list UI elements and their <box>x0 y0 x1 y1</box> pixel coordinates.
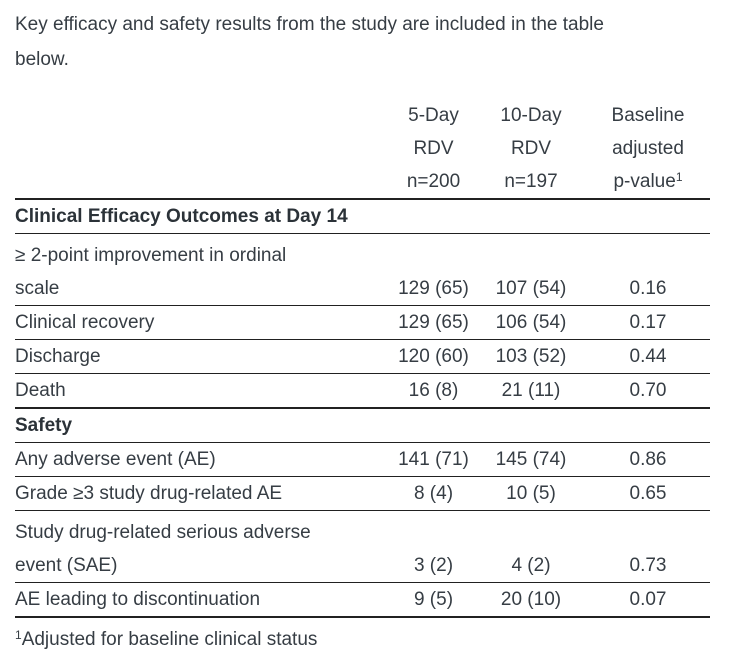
cell-value: 4 (2) <box>476 510 586 583</box>
cell-value: 106 (54) <box>476 305 586 340</box>
col-header-line: RDV <box>510 138 552 159</box>
footnote-marker-sup: 1 <box>15 628 22 642</box>
table-row: Any adverse event (AE) 141 (71) 145 (74) 0.… <box>15 442 710 477</box>
row-label: Death <box>15 373 391 409</box>
cell-value: 16 (8) <box>391 373 476 409</box>
col-header-line: n=197 <box>504 171 558 192</box>
table-row: Study drug-related serious adverse event… <box>15 510 710 583</box>
cell-value: 10 (5) <box>476 476 586 511</box>
row-label: Discharge <box>15 339 391 374</box>
cell-value: 0.16 <box>586 233 710 306</box>
section-header: Safety <box>15 408 710 443</box>
col-header-line: RDV <box>413 138 454 159</box>
pvalue-label: p-value <box>613 171 676 192</box>
cell-value: 129 (65) <box>391 305 476 340</box>
col-header-line: adjusted <box>612 138 684 159</box>
col-header-5day-rdv: 5-Day RDV n=200 <box>391 99 476 200</box>
col-header-empty <box>15 99 391 200</box>
table-row: Grade ≥3 study drug-related AE 8 (4) 10 (5… <box>15 476 710 511</box>
row-label: Grade ≥3 study drug-related AE <box>15 476 391 511</box>
col-header-10day-rdv: 10-Day RDV n=197 <box>476 99 586 200</box>
cell-value: 107 (54) <box>476 233 586 306</box>
cell-value: 0.44 <box>586 339 710 374</box>
col-header-line: Baseline <box>611 105 685 126</box>
cell-value: 21 (11) <box>476 373 586 409</box>
cell-value: 103 (52) <box>476 339 586 374</box>
results-table: 5-Day RDV n=200 10-Day RDV n=197 Baselin… <box>15 99 710 618</box>
col-header-line: 5-Day <box>408 105 459 126</box>
cell-value: 8 (4) <box>391 476 476 511</box>
table-row: Discharge 120 (60) 103 (52) 0.44 <box>15 339 710 374</box>
table-row: Clinical recovery 129 (65) 106 (54) 0.17 <box>15 305 710 340</box>
intro-text: Key efficacy and safety results from the… <box>15 14 604 70</box>
section-row: Clinical Efficacy Outcomes at Day 14 <box>15 199 710 234</box>
row-label: AE leading to discontinuation <box>15 582 391 618</box>
header-row: 5-Day RDV n=200 10-Day RDV n=197 Baselin… <box>15 99 710 200</box>
col-header-pvalue: Baseline adjusted p-value1 <box>586 99 710 200</box>
table-row: ≥ 2-point improvement in ordinal scale 12… <box>15 233 710 306</box>
section-header: Clinical Efficacy Outcomes at Day 14 <box>15 199 710 234</box>
row-label: Clinical recovery <box>15 305 391 340</box>
cell-value: 0.17 <box>586 305 710 340</box>
results-table-header: 5-Day RDV n=200 10-Day RDV n=197 Baselin… <box>15 99 710 200</box>
cell-value: 141 (71) <box>391 442 476 477</box>
cell-value: 0.73 <box>586 510 710 583</box>
footnote: 1Adjusted for baseline clinical status <box>15 627 710 653</box>
row-label: ≥ 2-point improvement in ordinal scale <box>15 233 391 306</box>
col-header-line: 10-Day <box>500 105 562 126</box>
cell-value: 0.07 <box>586 582 710 618</box>
cell-value: 129 (65) <box>391 233 476 306</box>
table-row: Death 16 (8) 21 (11) 0.70 <box>15 373 710 409</box>
cell-value: 9 (5) <box>391 582 476 618</box>
results-table-body: Clinical Efficacy Outcomes at Day 14 ≥ 2-… <box>15 199 710 618</box>
cell-value: 0.65 <box>586 476 710 511</box>
section-row: Safety <box>15 408 710 443</box>
cell-value: 0.70 <box>586 373 710 409</box>
row-label: Study drug-related serious adverse event… <box>15 510 391 583</box>
cell-value: 145 (74) <box>476 442 586 477</box>
footnote-marker-sup: 1 <box>675 170 683 184</box>
footnote-text: Adjusted for baseline clinical status <box>21 629 318 650</box>
table-row: AE leading to discontinuation 9 (5) 20 (10… <box>15 582 710 618</box>
cell-value: 0.86 <box>586 442 710 477</box>
col-header-line: n=200 <box>406 171 461 192</box>
cell-value: 20 (10) <box>476 582 586 618</box>
cell-value: 3 (2) <box>391 510 476 583</box>
cell-value: 120 (60) <box>391 339 476 374</box>
row-label: Any adverse event (AE) <box>15 442 391 477</box>
col-header-line: p-value1 <box>586 165 710 198</box>
